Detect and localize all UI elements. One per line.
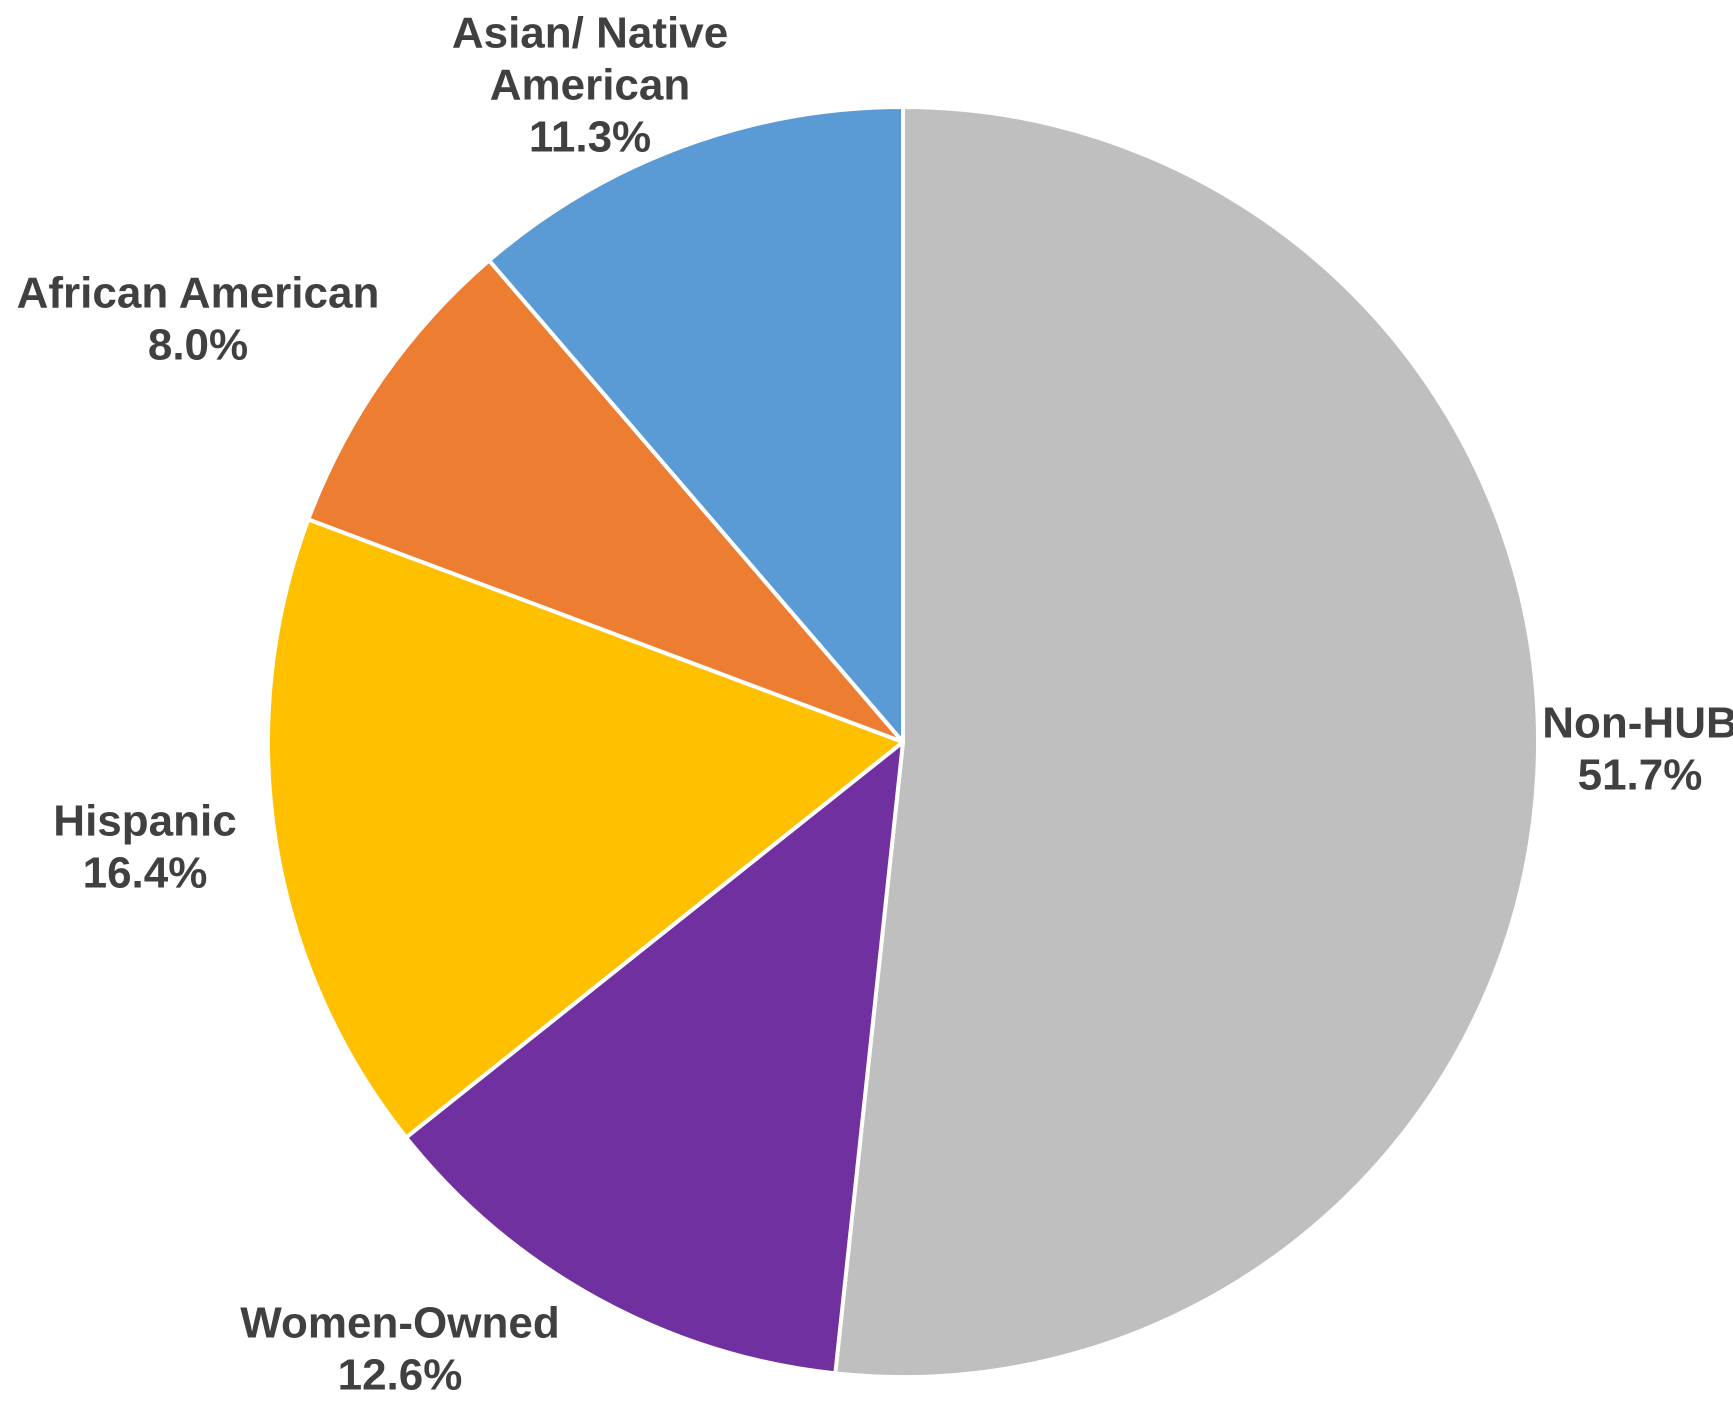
pie-slice-african-american [306, 258, 905, 744]
slice-label-asian-native-american: Asian/ Native American 11.3% [452, 9, 728, 162]
pie-slice-hispanic [266, 517, 905, 1140]
slice-category-label: African American [17, 269, 380, 318]
slice-value-label: 12.6% [338, 1351, 463, 1400]
slice-value-label: 11.3% [529, 113, 651, 162]
slice-value-label: 8.0% [148, 321, 248, 370]
slice-value-label: 16.4% [83, 849, 208, 898]
slice-category-label: Asian/ Native [452, 9, 728, 58]
pie-slice-non-hub [833, 105, 1541, 1379]
slice-value-label: 51.7% [1578, 751, 1703, 800]
slice-label-women-owned: Women-Owned 12.6% [240, 1299, 559, 1400]
pie-labels: Non-HUB 51.7% Women-Owned 12.6% Hispanic 16.4… [17, 9, 1733, 1400]
pie-slice-women-owned [404, 740, 905, 1376]
slice-label-hispanic: Hispanic 16.4% [53, 797, 236, 898]
slice-category-label: Hispanic [53, 797, 236, 846]
pie-slice-asian-native-american [487, 105, 905, 744]
slice-label-african-american: African American 8.0% [17, 269, 380, 370]
pie-slices [266, 105, 1541, 1379]
slice-category-label: Women-Owned [240, 1299, 559, 1348]
slice-category-label: American [490, 61, 691, 110]
slice-category-label: Non-HUB [1542, 699, 1733, 748]
slice-label-non-hub: Non-HUB 51.7% [1542, 699, 1733, 800]
